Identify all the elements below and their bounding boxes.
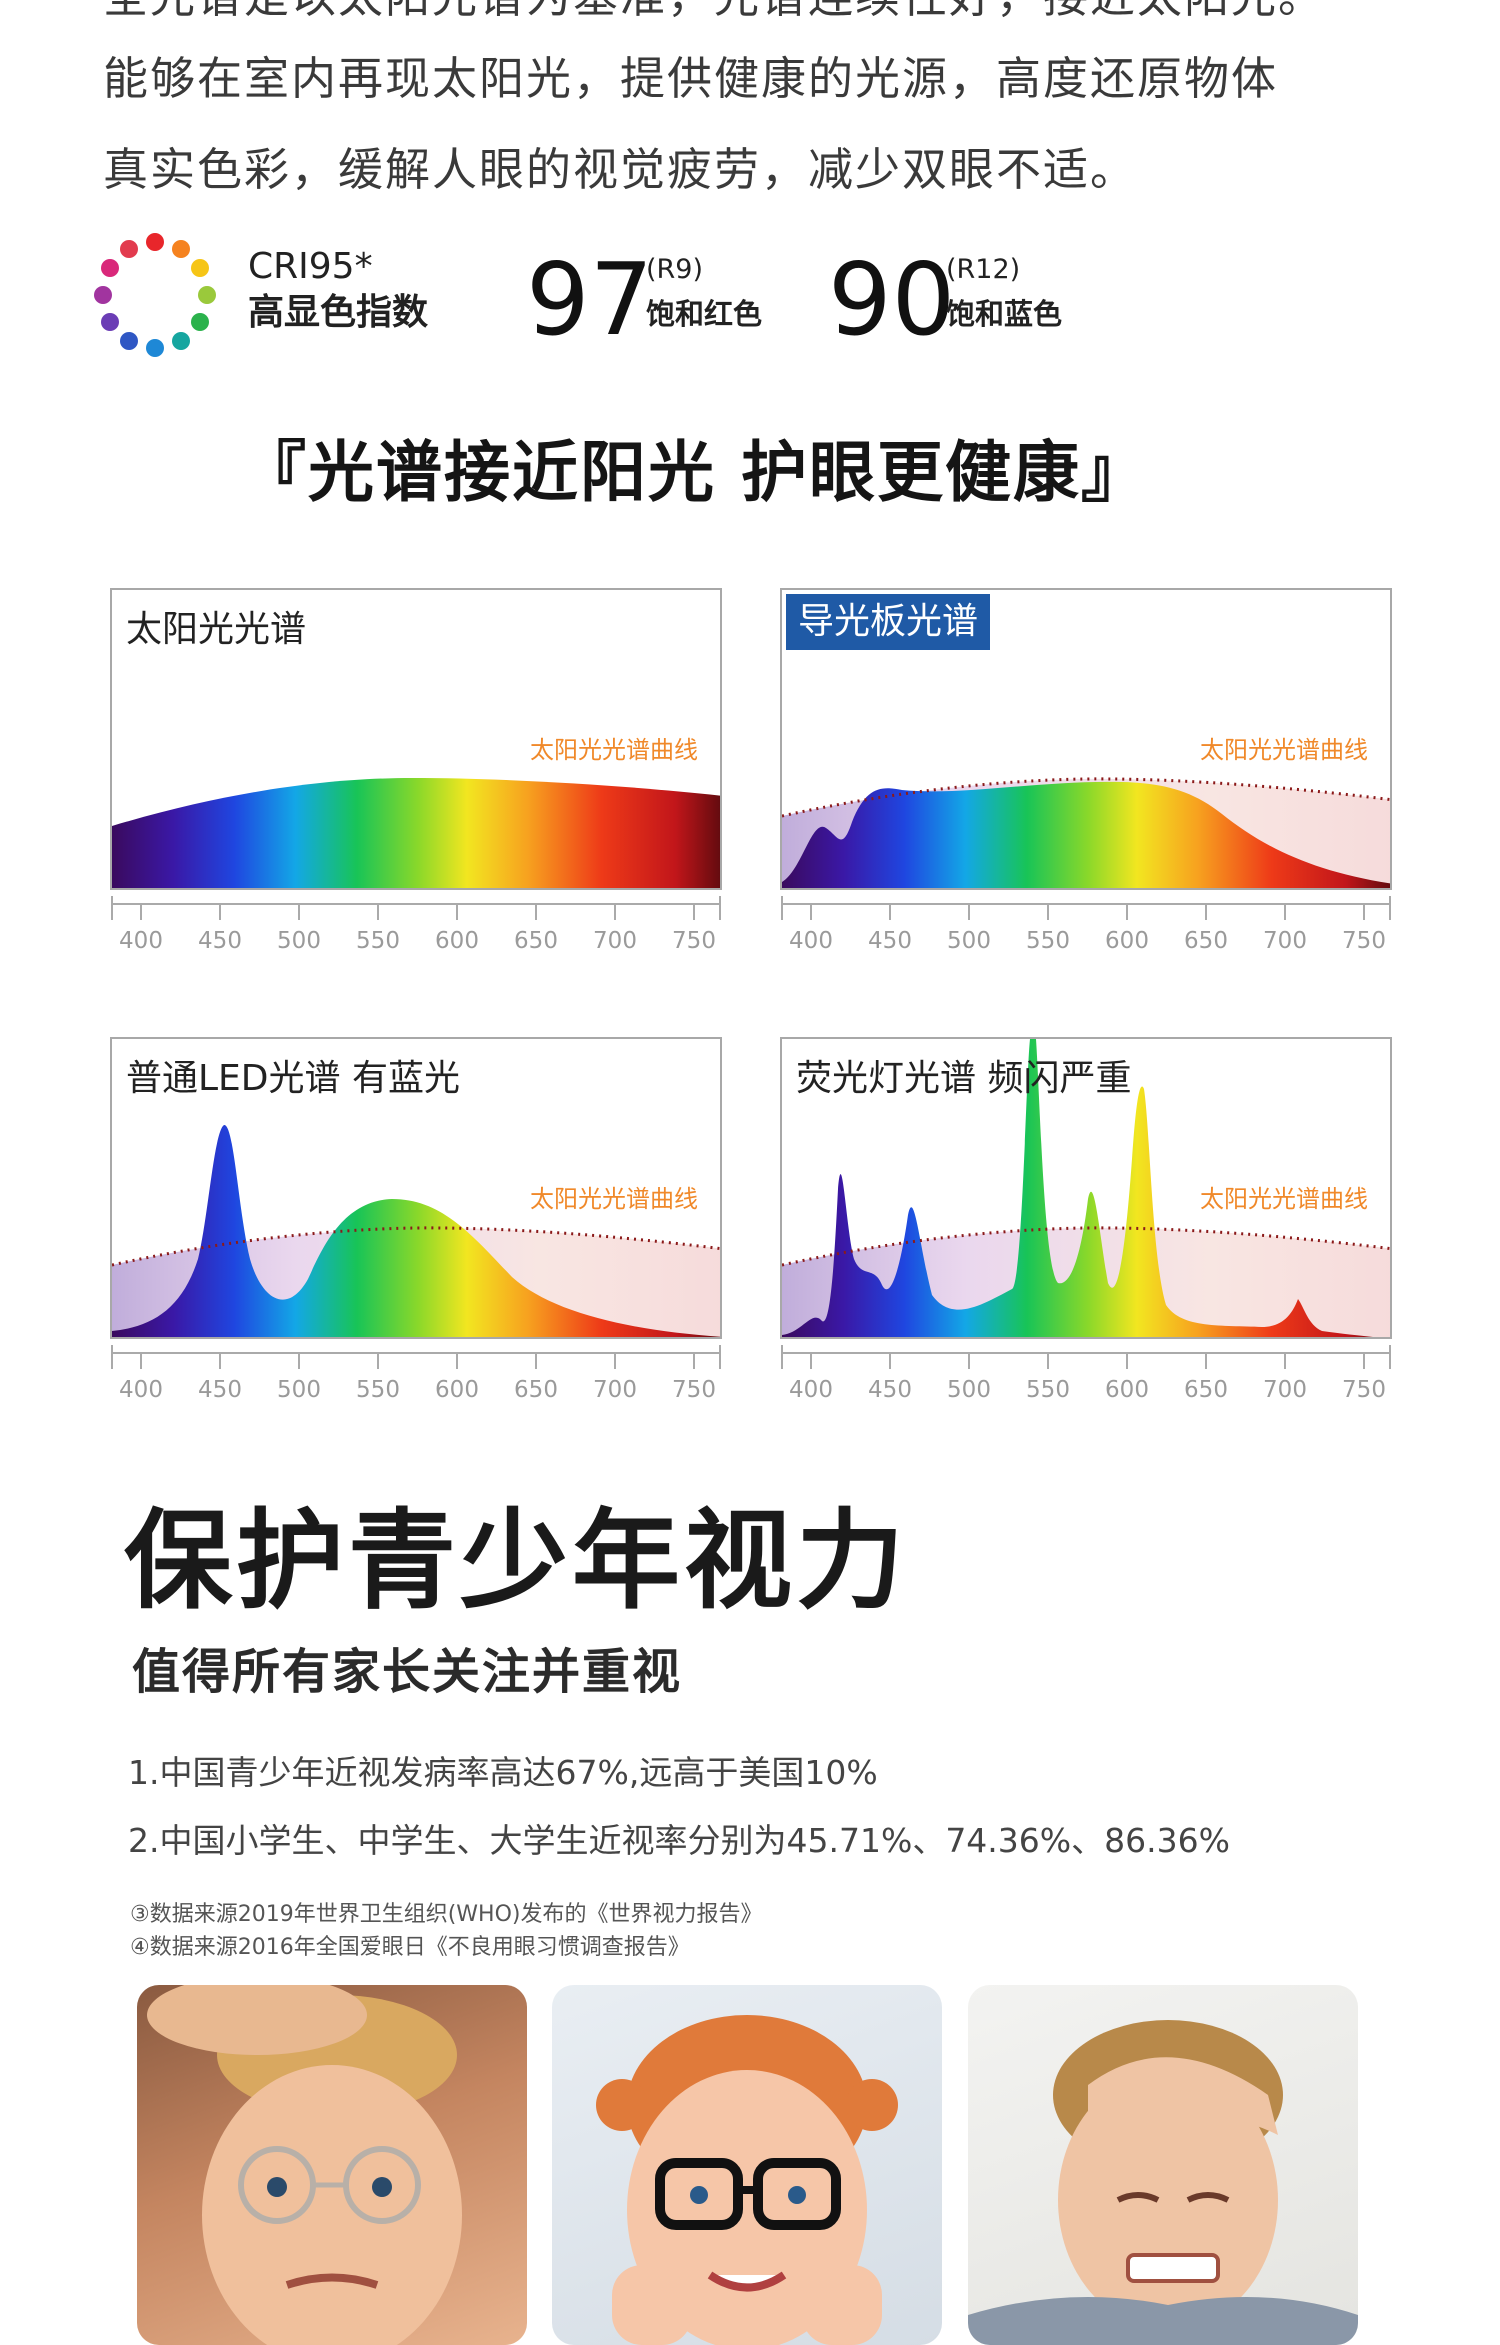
color-wheel-icon: [94, 233, 216, 357]
axis-tick-label: 650: [1184, 1377, 1228, 1403]
axis-tick-label: 450: [868, 928, 912, 954]
youth-section-title: 保护青少年视力: [124, 1499, 909, 1624]
axis-tick-label: 600: [1105, 928, 1149, 954]
axis-tick-label: 450: [198, 928, 242, 954]
intro-line-2: 能够在室内再现太阳光，提供健康的光源，高度还原物体: [103, 52, 1279, 105]
intro-line-1: 全光谱是以太阳光谱为基准，光谱连续性好，接近太阳光。: [103, 0, 1325, 19]
r9-value: 97: [526, 241, 654, 358]
axis-tick-label: 400: [789, 928, 833, 954]
axis-tick-label: 650: [1184, 928, 1228, 954]
r12-code: (R12): [946, 254, 1021, 285]
child-photo-glasses-boy: [137, 1985, 527, 2345]
axis-tick-label: 650: [514, 928, 558, 954]
axis-tick-label: 600: [1105, 1377, 1149, 1403]
panel-title: 太阳光光谱: [126, 609, 307, 650]
axis-tick-label: 450: [198, 1377, 242, 1403]
axis-tick-label: 450: [868, 1377, 912, 1403]
axis-tick-label: 750: [1342, 1377, 1386, 1403]
data-source-1: ③数据来源2019年世界卫生组织(WHO)发布的《世界视力报告》: [130, 1902, 763, 1927]
axis-tick-label: 700: [1263, 928, 1307, 954]
axis-tick-label: 750: [1342, 928, 1386, 954]
led-spectrum-graph: [112, 1124, 720, 1337]
youth-section-subtitle: 值得所有家长关注并重视: [132, 1644, 683, 1700]
axis-tick-label: 750: [672, 1377, 716, 1403]
r12-label: 饱和蓝色: [946, 297, 1063, 331]
axis-tick-label: 650: [514, 1377, 558, 1403]
sun-curve-label: 太阳光光谱曲线: [1200, 736, 1368, 764]
axis-tick-label: 600: [435, 928, 479, 954]
wavelength-axis: 400 450 500 550 600 650 700 750: [780, 1339, 1392, 1409]
sun-curve-label: 太阳光光谱曲线: [1200, 1185, 1368, 1213]
axis-tick-label: 500: [277, 928, 321, 954]
axis-tick-label: 500: [947, 1377, 991, 1403]
r9-code: (R9): [646, 254, 704, 285]
cri-code: CRI95*: [248, 246, 373, 287]
panel-title: 荧光灯光谱 频闪严重: [796, 1058, 1132, 1099]
spectrum-panel-fluorescent: 荧光灯光谱 频闪严重 太阳光光谱曲线: [780, 1037, 1392, 1339]
panel-title: 普通LED光谱 有蓝光: [126, 1058, 460, 1099]
axis-tick-label: 750: [672, 928, 716, 954]
panel-title: 导光板光谱: [786, 594, 991, 650]
data-source-2: ④数据来源2016年全国爱眼日《不良用眼习惯调查报告》: [130, 1935, 690, 1960]
sunlight-spectrum-graph: [112, 778, 720, 888]
axis-tick-label: 550: [1026, 928, 1070, 954]
spectra-section-title: 『光谱接近阳光 护眼更健康』: [240, 434, 1149, 511]
wavelength-axis: 400 450 500 550 600 650 700 750: [110, 890, 722, 960]
axis-tick-label: 550: [356, 1377, 400, 1403]
axis-tick-label: 400: [119, 1377, 163, 1403]
spectrum-panel-light-guide: 导光板光谱 太阳光光谱曲线: [780, 588, 1392, 890]
child-photo-girl-glasses: [552, 1985, 942, 2345]
spectrum-panel-led: 普通LED光谱 有蓝光 太阳光光谱曲线: [110, 1037, 722, 1339]
r9-label: 饱和红色: [646, 297, 763, 331]
spectrum-panel-sunlight: 太阳光光谱 太阳光光谱曲线: [110, 588, 722, 890]
axis-tick-label: 500: [277, 1377, 321, 1403]
wavelength-axis: 400 450 500 550 600 650 700 750: [780, 890, 1392, 960]
child-photo-headache-boy: [968, 1985, 1358, 2345]
myopia-fact-1: 1.中国青少年近视发病率高达67%,远高于美国10%: [128, 1753, 878, 1792]
axis-tick-label: 550: [356, 928, 400, 954]
axis-tick-label: 700: [593, 928, 637, 954]
light-guide-spectrum-graph: [782, 777, 1390, 888]
r12-value: 90: [828, 241, 956, 358]
wavelength-axis: 400 450 500 550 600 650 700 750: [110, 1339, 722, 1409]
axis-tick-label: 400: [119, 928, 163, 954]
axis-tick-label: 500: [947, 928, 991, 954]
axis-tick-label: 550: [1026, 1377, 1070, 1403]
cri-label: 高显色指数: [248, 292, 429, 333]
intro-line-3: 真实色彩，缓解人眼的视觉疲劳，减少双眼不适。: [103, 143, 1138, 196]
fluorescent-spectrum-graph: [782, 1039, 1390, 1337]
axis-tick-label: 600: [435, 1377, 479, 1403]
myopia-fact-2: 2.中国小学生、中学生、大学生近视率分别为45.71%、74.36%、86.36…: [128, 1821, 1230, 1860]
sun-curve-label: 太阳光光谱曲线: [530, 736, 698, 764]
axis-tick-label: 700: [593, 1377, 637, 1403]
axis-tick-label: 700: [1263, 1377, 1307, 1403]
axis-tick-label: 400: [789, 1377, 833, 1403]
sun-curve-label: 太阳光光谱曲线: [530, 1185, 698, 1213]
